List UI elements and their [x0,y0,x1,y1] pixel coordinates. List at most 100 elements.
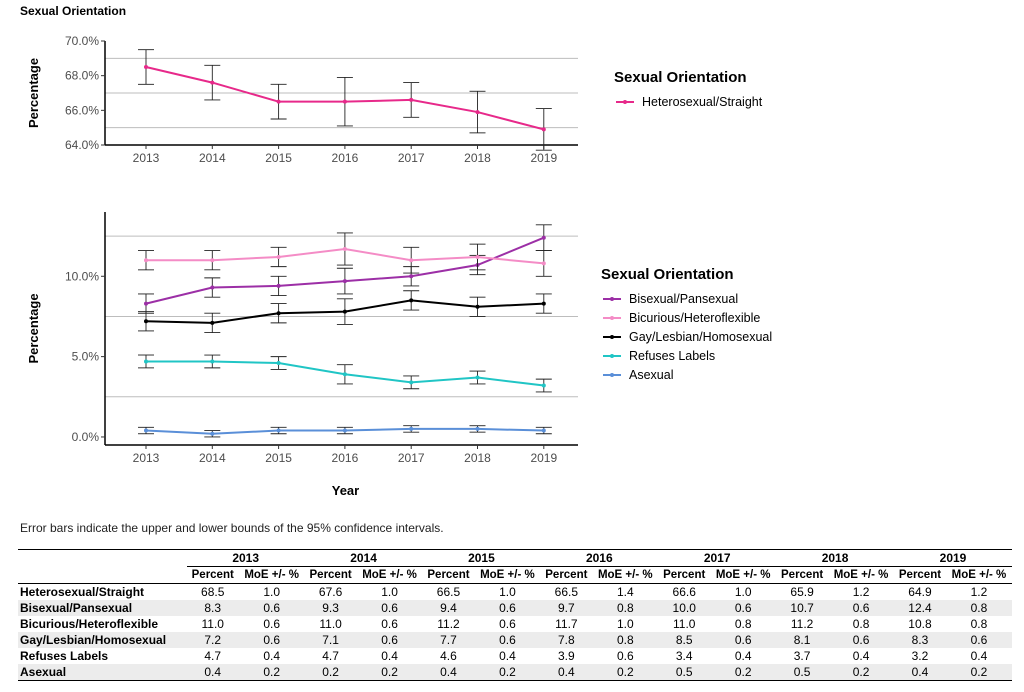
table-cell: 11.7 [555,617,578,631]
table-cell: 0.6 [238,600,305,616]
table-year-header: 2016 [540,549,659,567]
data-point [541,383,546,388]
table-cell: 0.4 [381,649,398,663]
table-cell: 11.0 [319,617,342,631]
table-cell: 0.5 [658,664,711,681]
data-point [144,258,148,263]
y-tick-label: 64.0% [65,138,99,152]
table-cell: 0.6 [356,600,423,616]
data-point [144,319,148,324]
table-cell: 0.6 [238,632,305,648]
table-cell: 0.2 [945,664,1012,681]
data-point [342,309,347,314]
table-cell: 10.7 [776,600,829,616]
table-cell: 3.4 [675,649,693,663]
table-cell: 7.2 [186,632,239,648]
table-year-header: 2015 [422,549,541,567]
table-cell: 3.2 [911,649,929,663]
table-cell: 11.2 [790,617,814,631]
legend-label: Bicurious/Heteroflexible [629,311,760,325]
table-cell: 0.6 [710,600,777,616]
table-subheader: MoE +/- % [945,566,1012,584]
table-cell: 0.6 [499,617,516,631]
table-cell: 0.2 [304,664,357,681]
legend-key-point [623,100,627,104]
legend-title: Sexual Orientation [614,69,747,86]
data-point [342,428,347,433]
table-cell: 8.5 [658,632,711,648]
table-year-header: 2017 [658,549,777,567]
y-axis-title: Percentage [26,58,41,128]
table-cell: 0.8 [970,617,988,631]
x-tick-label: 2016 [332,151,359,165]
data-point [541,428,546,433]
table-cell: 0.8 [945,600,1012,616]
x-tick-label: 2014 [199,151,226,165]
table-cell: 0.6 [828,600,894,616]
x-tick-label: 2013 [133,151,160,165]
table-cell: 8.1 [776,632,829,648]
table-cell: 0.6 [263,617,280,631]
table-subheader: Percent [186,566,239,584]
table-cell: 8.3 [894,632,946,648]
table-row: Heterosexual/Straight 68.5 1.0 67.6 1.0 66.5 1… [18,584,1012,601]
table-cell: 0.2 [710,664,777,681]
data-point [276,361,281,366]
data-point [475,375,480,380]
legend-key-point [610,373,614,377]
x-tick-label: 2013 [133,451,160,465]
x-tick-label: 2015 [265,451,292,465]
table-cell: 1.0 [499,585,516,599]
table-subheader: Percent [894,566,946,584]
data-point [475,304,480,309]
table-cell: 0.4 [970,649,988,663]
y-tick-label: 5.0% [72,350,100,364]
table-cell: 4.7 [322,649,339,663]
error-bar-note: Error bars indicate the upper and lower … [20,521,444,535]
data-point [409,298,414,303]
data-point [409,426,414,431]
series-heterosexual-straight [138,49,552,151]
table-cell: 1.4 [616,585,634,599]
table-cell: 1.0 [263,585,280,599]
table-body: Heterosexual/Straight 68.5 1.0 67.6 1.0 66.5 1… [18,584,1012,681]
y-tick-label: 10.0% [65,269,99,283]
data-point [144,301,148,306]
y-tick-label: 68.0% [65,69,99,83]
table-subheader: Percent [422,566,475,584]
table-cell: 0.6 [474,632,541,648]
x-tick-label: 2019 [530,151,557,165]
table-subheader: MoE +/- % [710,566,777,584]
table-cell: 0.5 [776,664,829,681]
data-point [409,258,414,263]
legend-key-point [610,316,614,320]
table-subheader: MoE +/- % [238,566,305,584]
data-point [541,261,546,266]
table-cell: 3.9 [558,649,575,663]
legend: Sexual Orientation Bisexual/Pansexual Bicu… [601,266,772,382]
data-point [409,380,414,385]
data-point [276,283,281,288]
table-cell: 11.2 [437,617,460,631]
data-point [541,127,546,132]
legend-key-point [610,354,614,358]
data-point [475,426,480,431]
legend-title: Sexual Orientation [601,266,734,283]
table-row: Gay/Lesbian/Homosexual 7.2 0.6 7.1 0.6 7.7 0.6… [18,632,1012,648]
table-cell: 1.2 [852,585,870,599]
table-subheader: Percent [658,566,711,584]
table-row: Refuses Labels 4.7 0.4 4.7 0.4 4.6 0.4 3.9 0.6 3.… [18,648,1012,664]
x-axis-title: Year [332,483,359,498]
data-point [210,431,215,436]
table-cell: 0.4 [499,649,516,663]
series-asexual [138,425,552,438]
data-point [409,274,414,279]
table-cell: 67.6 [318,585,343,599]
table-cell: 1.0 [734,585,752,599]
table-cell: 4.7 [204,649,222,663]
table-subheader: MoE +/- % [592,566,659,584]
data-point [342,99,347,104]
x-tick-label: 2015 [265,151,292,165]
table-cell: 0.6 [828,632,894,648]
series-refuses-labels [138,354,552,393]
